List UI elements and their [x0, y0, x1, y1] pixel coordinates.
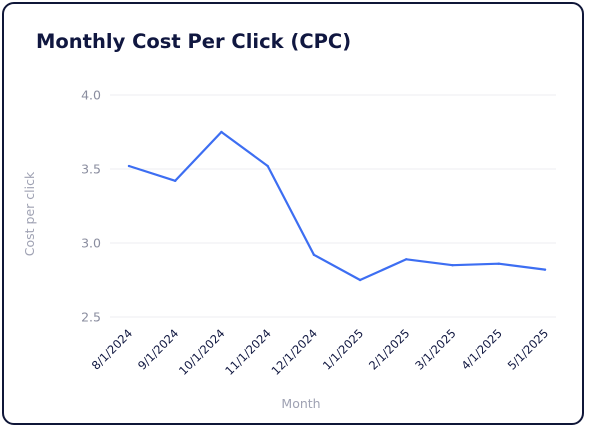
- y-axis-ticks: 2.5 3.0 3.5 4.0: [81, 88, 101, 325]
- chart-card: Monthly Cost Per Click (CPC): [2, 2, 584, 425]
- data-point: [220, 130, 223, 134]
- data-point: [127, 164, 131, 168]
- data-point: [174, 179, 177, 183]
- y-tick-label: 4.0: [81, 88, 101, 103]
- gridlines: [110, 94, 556, 318]
- y-axis-title: Cost per click: [22, 171, 37, 256]
- data-point: [451, 264, 454, 267]
- data-point: [312, 253, 316, 257]
- data-point: [497, 262, 500, 265]
- x-tick-label: 12/1/2024: [268, 326, 320, 378]
- series-line: [127, 130, 547, 282]
- data-point: [358, 278, 362, 282]
- x-axis-title: Month: [281, 396, 320, 411]
- x-tick-label: 8/1/2024: [89, 326, 135, 372]
- series-group: [127, 130, 547, 282]
- x-tick-label: 11/1/2024: [222, 326, 274, 378]
- data-point: [405, 258, 408, 261]
- x-tick-label: 2/1/2025: [366, 326, 412, 372]
- x-tick-label: 10/1/2024: [176, 326, 228, 378]
- data-point: [543, 268, 547, 271]
- x-tick-label: 1/1/2025: [320, 326, 366, 372]
- y-tick-label: 3.5: [81, 162, 101, 177]
- chart-title: Monthly Cost Per Click (CPC): [36, 30, 352, 53]
- x-tick-label: 4/1/2025: [458, 326, 504, 372]
- x-tick-label: 9/1/2024: [135, 326, 181, 372]
- y-tick-label: 2.5: [81, 310, 101, 325]
- x-tick-label: 5/1/2025: [505, 326, 551, 372]
- data-point: [266, 164, 269, 168]
- x-tick-label: 3/1/2025: [412, 326, 458, 372]
- x-axis-ticks: 8/1/2024 9/1/202410/1/202411/1/202412/1/2…: [89, 326, 551, 378]
- y-tick-label: 3.0: [81, 236, 101, 251]
